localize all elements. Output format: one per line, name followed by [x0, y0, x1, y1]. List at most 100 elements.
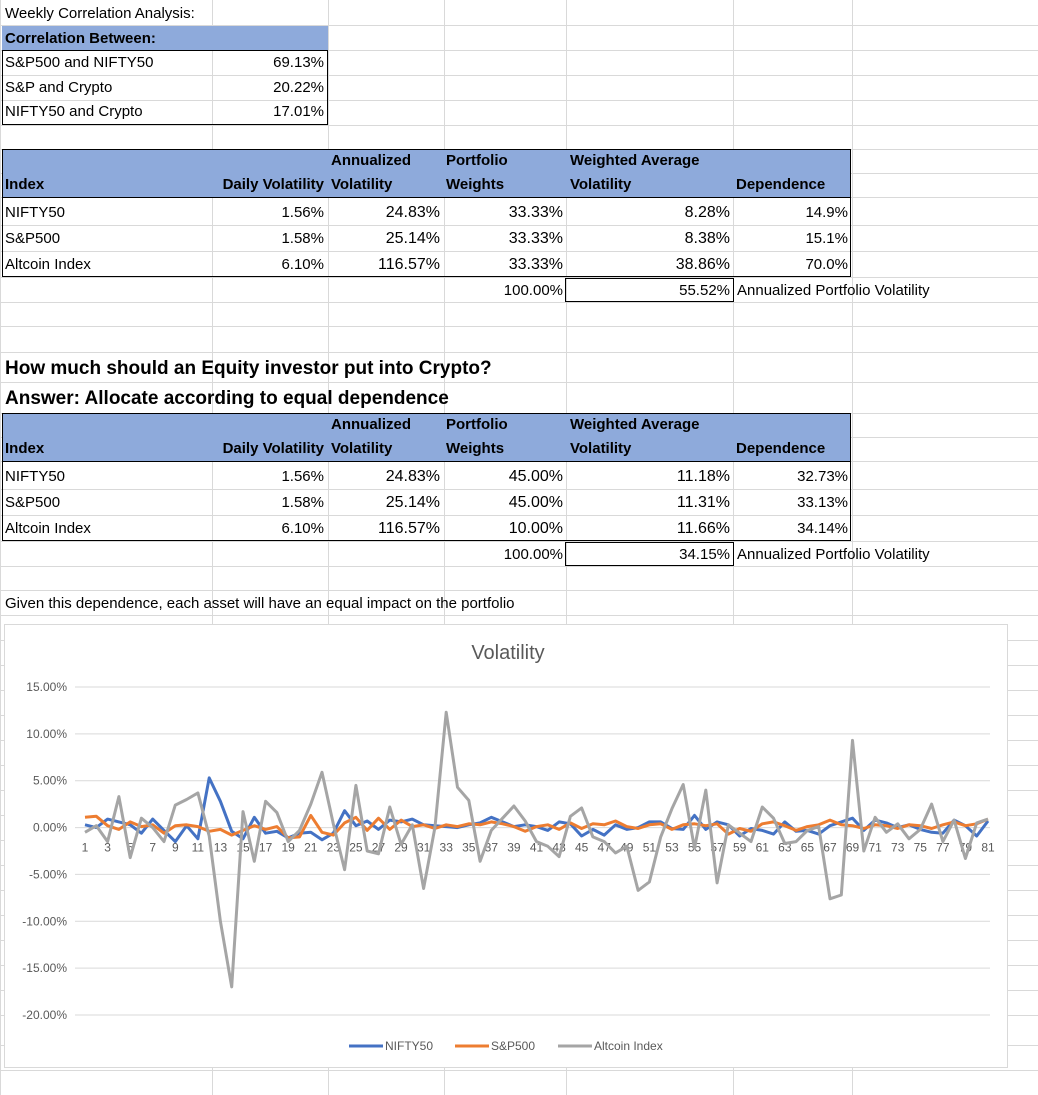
portfolio-volatility-label: Annualized Portfolio Volatility	[737, 546, 930, 563]
x-tick-label: 65	[801, 841, 815, 855]
y-tick-label: 10.00%	[26, 727, 67, 741]
index-name: Altcoin Index	[5, 520, 91, 537]
x-tick-label: 1	[82, 841, 89, 855]
table2-header-rule	[2, 461, 851, 462]
series-line-s-p500	[84, 813, 989, 840]
volatility-chart[interactable]: Volatility 15.00% 10.00% 5.00% 0.00% -5.00% -1…	[4, 624, 1008, 1068]
dependence: 14.9%	[805, 204, 848, 221]
x-tick-label: 71	[868, 841, 882, 855]
dependence: 33.13%	[797, 494, 848, 511]
x-tick-label: 37	[485, 841, 499, 855]
x-tick-label: 67	[823, 841, 837, 855]
x-tick-label: 73	[891, 841, 905, 855]
col-weights: Weights	[446, 176, 505, 193]
x-tick-label: 33	[440, 841, 454, 855]
x-tick-label: 5	[127, 841, 134, 855]
x-tick-label: 25	[349, 841, 363, 855]
col-volatility: Volatility	[331, 176, 393, 193]
annual-vol: 24.83%	[385, 468, 440, 485]
table1-border	[2, 149, 851, 277]
portfolio-weight: 45.00%	[508, 468, 563, 485]
note-text: Given this dependence, each asset will h…	[5, 595, 515, 612]
dependence: 34.14%	[797, 520, 848, 537]
daily-vol: 6.10%	[281, 256, 324, 273]
dependence: 15.1%	[805, 230, 848, 247]
portfolio-weight: 33.33%	[508, 256, 563, 273]
col-volatility: Volatility	[570, 176, 632, 193]
x-tick-label: 75	[914, 841, 928, 855]
x-tick-label: 31	[417, 841, 431, 855]
correlation-value: 20.22%	[273, 79, 324, 96]
answer-heading: Answer: Allocate according to equal depe…	[5, 388, 449, 409]
chart-canvas: Volatility 15.00% 10.00% 5.00% 0.00% -5.00% -1…	[22, 642, 995, 1053]
x-tick-label: 19	[281, 841, 295, 855]
daily-vol: 1.58%	[281, 494, 324, 511]
y-tick-label: 5.00%	[33, 774, 67, 788]
table2-header-bg	[2, 413, 851, 461]
x-tick-label: 39	[507, 841, 521, 855]
x-tick-label: 15	[236, 841, 250, 855]
table1-header-rule	[2, 197, 851, 198]
index-name: NIFTY50	[5, 204, 66, 221]
total-weight: 100.00%	[503, 546, 563, 563]
portfolio-volatility: 34.15%	[679, 546, 730, 563]
y-tick-label: -15.00%	[22, 961, 67, 975]
series-line-nifty50	[84, 776, 990, 844]
x-tick-label: 11	[192, 841, 205, 855]
x-tick-label: 45	[575, 841, 589, 855]
x-tick-label: 29	[394, 841, 408, 855]
col-portfolio: Portfolio	[446, 152, 508, 169]
daily-vol: 1.58%	[281, 230, 324, 247]
daily-vol: 1.56%	[281, 468, 324, 485]
x-tick-label: 17	[259, 841, 273, 855]
total-weight: 100.00%	[503, 282, 563, 299]
annual-vol: 25.14%	[385, 494, 440, 511]
index-name: S&P500	[5, 494, 61, 511]
col-weighted-average: Weighted Average	[570, 152, 700, 169]
portfolio-volatility: 55.52%	[679, 282, 730, 299]
dependence: 32.73%	[797, 468, 848, 485]
legend-label: Altcoin Index	[594, 1039, 663, 1053]
y-tick-label: 0.00%	[33, 821, 67, 835]
portfolio-volatility-label: Annualized Portfolio Volatility	[737, 282, 930, 299]
correlation-value: 69.13%	[273, 54, 324, 71]
legend-label: S&P500	[491, 1039, 535, 1053]
col-weighted-average: Weighted Average	[570, 416, 700, 433]
annual-vol: 24.83%	[385, 204, 440, 221]
x-tick-label: 51	[643, 841, 657, 855]
correlation-label: S&P500 and NIFTY50	[5, 54, 154, 71]
weighted-avg-vol: 11.31%	[676, 494, 730, 511]
x-tick-label: 3	[104, 841, 111, 855]
table1-header-bg	[2, 149, 851, 197]
col-weights: Weights	[446, 440, 505, 457]
annual-vol: 116.57%	[378, 520, 440, 537]
correlation-header-bg	[2, 26, 328, 51]
weighted-avg-vol: 8.38%	[684, 230, 730, 247]
series-line-altcoin-index	[84, 710, 989, 989]
daily-vol: 6.10%	[281, 520, 324, 537]
portfolio-vol-box	[565, 542, 734, 566]
y-tick-label: -5.00%	[29, 867, 67, 881]
correlation-header: Correlation Between:	[5, 30, 156, 47]
annual-vol: 116.57%	[378, 256, 440, 273]
col-dependence: Dependence	[736, 440, 826, 457]
col-volatility: Volatility	[570, 440, 632, 457]
weighted-avg-vol: 11.66%	[676, 520, 730, 537]
y-tick-label: -10.00%	[22, 914, 67, 928]
x-tick-label: 77	[936, 841, 950, 855]
col-daily-volatility: Daily Volatility	[222, 176, 324, 193]
x-tick-label: 21	[304, 841, 318, 855]
legend-label: NIFTY50	[385, 1039, 433, 1053]
x-tick-label: 59	[733, 841, 747, 855]
table2-border	[2, 413, 851, 541]
dependence: 70.0%	[805, 256, 848, 273]
x-tick-label: 13	[214, 841, 228, 855]
correlation-border	[2, 50, 328, 125]
correlation-label: NIFTY50 and Crypto	[5, 103, 143, 120]
col-annualized: Annualized	[331, 416, 412, 433]
y-tick-label: 15.00%	[26, 680, 67, 694]
portfolio-weight: 33.33%	[508, 230, 563, 247]
sheet-title: Weekly Correlation Analysis:	[5, 5, 195, 22]
annual-vol: 25.14%	[385, 230, 440, 247]
index-name: S&P500	[5, 230, 61, 247]
